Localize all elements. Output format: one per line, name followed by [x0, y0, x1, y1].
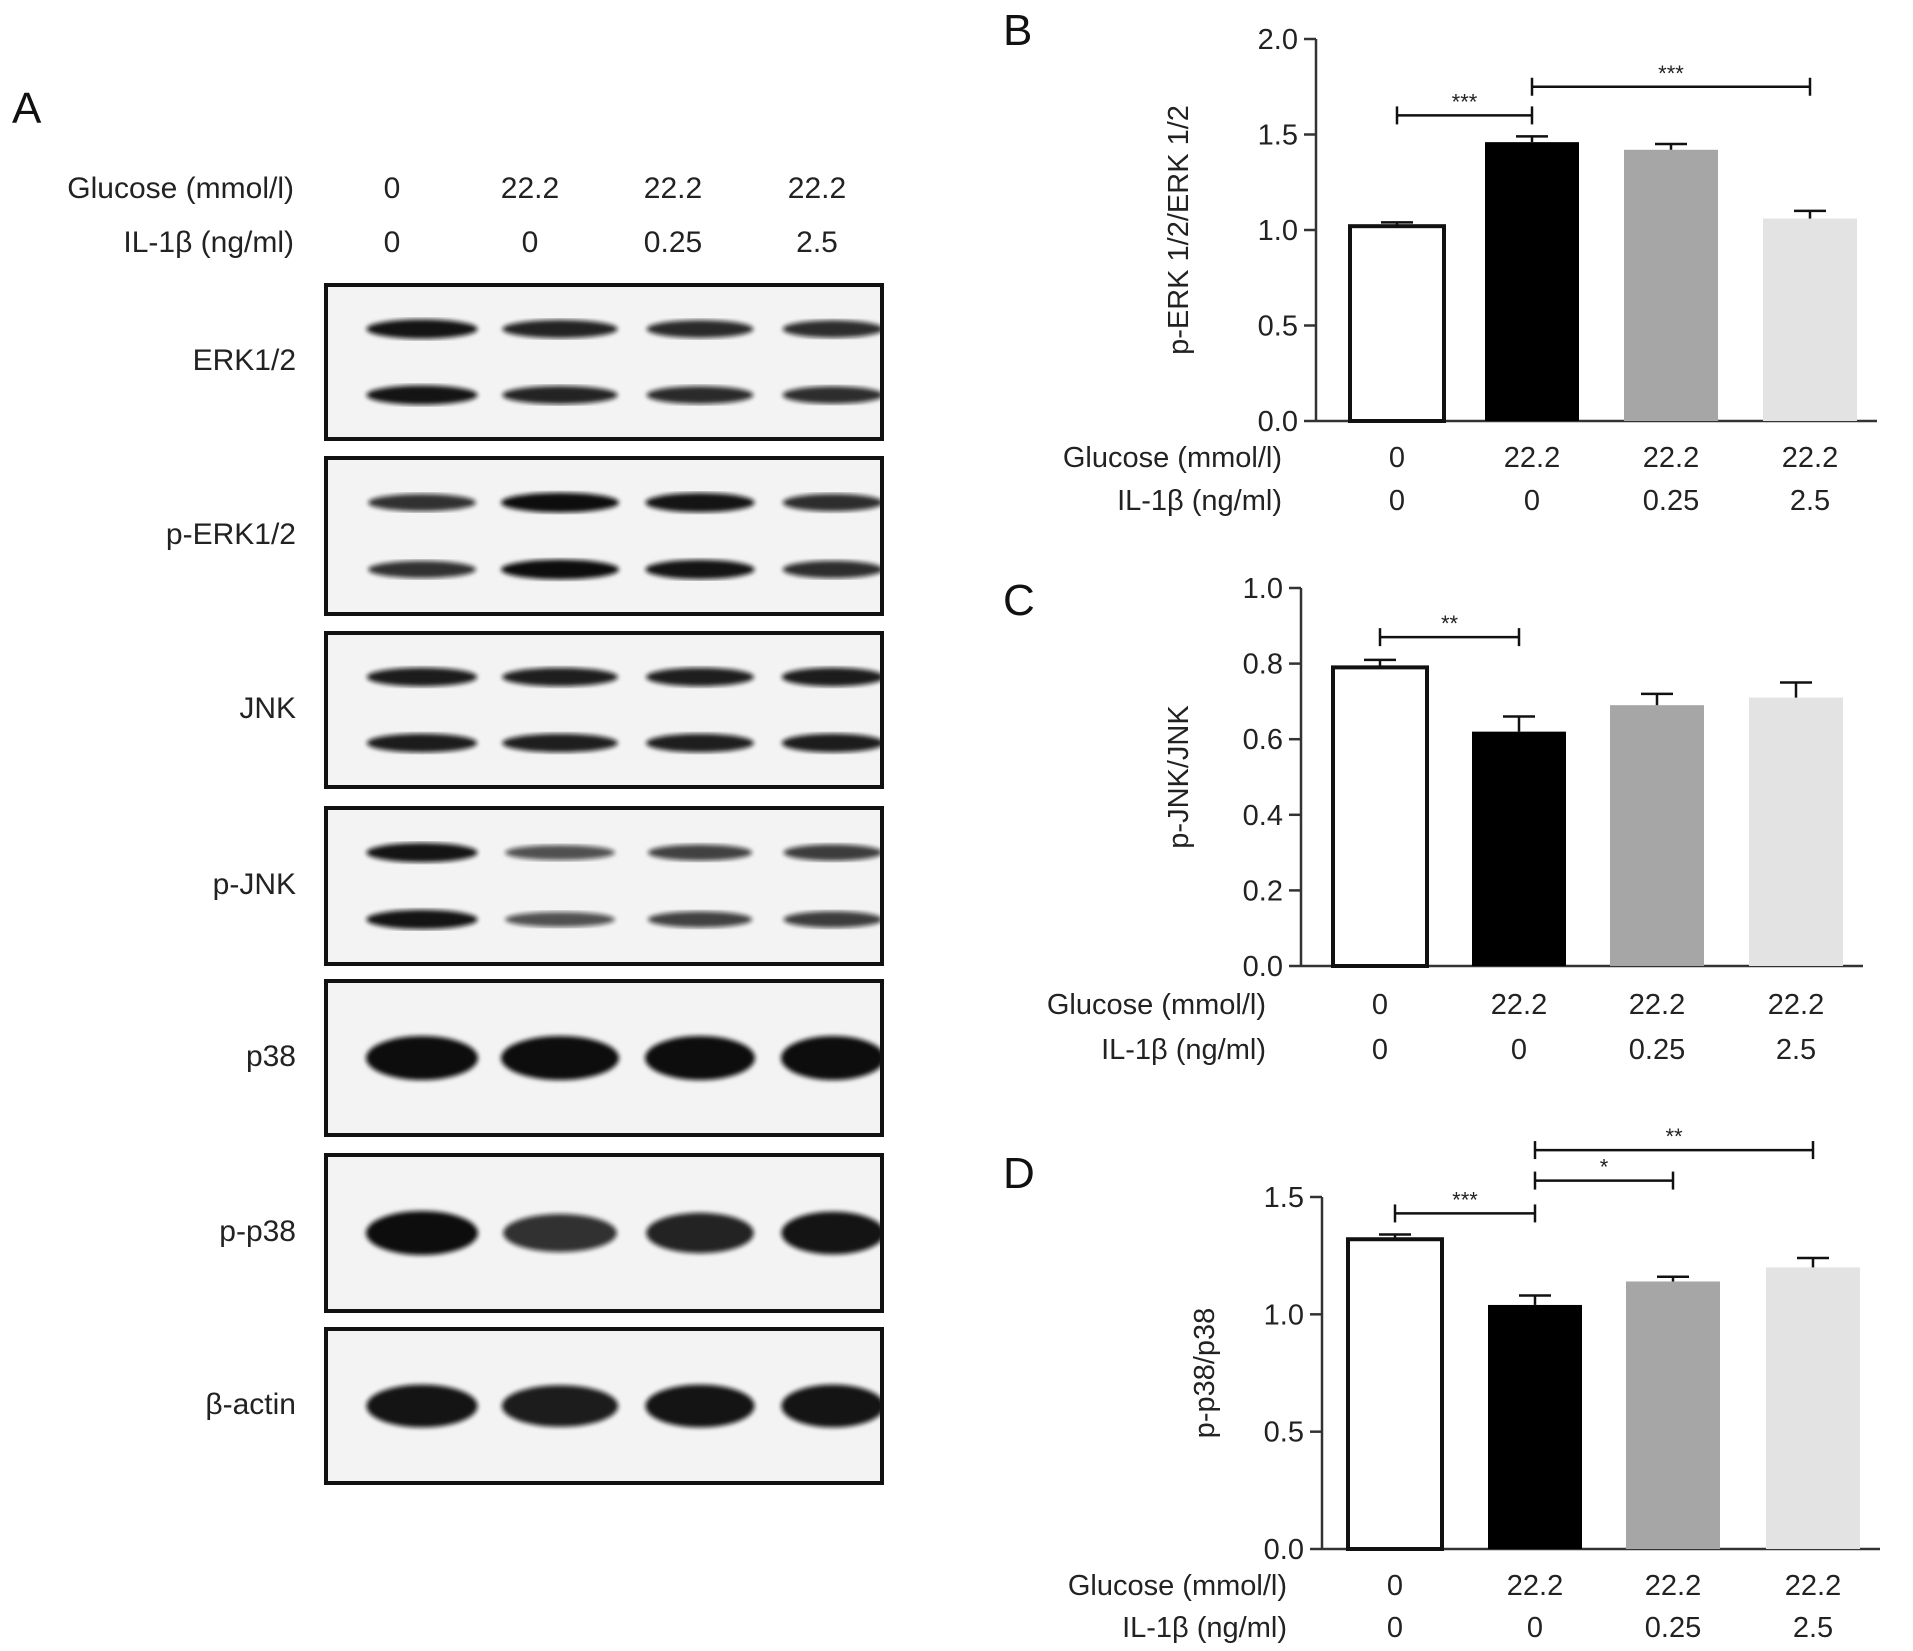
- blot-band: [503, 1214, 617, 1252]
- blot-band: [501, 492, 619, 513]
- blot-label: p-p38: [219, 1215, 296, 1248]
- blot-band: [366, 909, 478, 930]
- blot-band: [502, 733, 618, 753]
- blot-band: [366, 1211, 478, 1255]
- blot-label: p-ERK1/2: [165, 518, 296, 551]
- x-tick-label-il1b: 0.25: [1643, 485, 1699, 517]
- y-tick-label: 0.0: [1258, 406, 1298, 438]
- blot-jnk: [324, 631, 884, 789]
- blot-band: [783, 911, 880, 928]
- panel-a-il1b-value: 0: [521, 226, 539, 259]
- blot-erk1-2: [324, 283, 884, 441]
- blot-band: [366, 1036, 478, 1080]
- blot-band: [502, 667, 618, 687]
- bar: [1763, 218, 1857, 421]
- blot-band: [504, 911, 616, 927]
- x-row-label-il1b: IL-1β (ng/ml): [1117, 485, 1282, 517]
- x-row-label-glucose: Glucose (mmol/l): [1063, 442, 1282, 474]
- x-tick-label-il1b: 0: [1389, 485, 1405, 517]
- blot-band: [645, 1036, 755, 1080]
- bar: [1485, 142, 1579, 421]
- blot-band: [504, 845, 616, 861]
- blot-band: [368, 560, 476, 578]
- panel-letter: B: [1003, 6, 1032, 55]
- blot-band: [646, 1212, 754, 1254]
- blot-band: [781, 1384, 880, 1428]
- blot-band: [646, 386, 754, 404]
- blot-label: JNK: [239, 692, 296, 725]
- panel-a-glucose-value: 22.2: [500, 172, 560, 205]
- blot-band: [645, 559, 755, 580]
- significance-label: ***: [1452, 89, 1478, 114]
- y-tick-label: 1.0: [1258, 215, 1298, 247]
- x-tick-label-glucose: 0: [1389, 442, 1405, 474]
- panel-a-il1b-row: IL-1β (ng/ml) 0 0 0.25 2.5: [0, 226, 900, 266]
- blot-band: [782, 560, 880, 579]
- y-axis-label: p-ERK 1/2/ERK 1/2: [1163, 105, 1195, 355]
- panel-a-glucose-value: 0: [383, 172, 401, 205]
- blot-band: [645, 492, 755, 513]
- panel-a-glucose-value: 22.2: [643, 172, 703, 205]
- blot-band: [647, 911, 753, 928]
- blot-band: [366, 1384, 478, 1428]
- blot-band: [647, 844, 753, 861]
- blot-band: [368, 494, 476, 512]
- blot-band: [782, 320, 880, 338]
- panel-a-glucose-value: 22.2: [787, 172, 847, 205]
- x-tick-label-il1b: 0: [1524, 485, 1540, 517]
- blot-band: [366, 385, 478, 405]
- blot-label: ERK1/2: [192, 344, 296, 377]
- x-tick-label-il1b: 2.5: [1790, 485, 1830, 517]
- y-tick-label: 0.5: [1258, 311, 1298, 343]
- blot-label: β-actin: [205, 1388, 296, 1421]
- blot-band: [782, 386, 880, 404]
- x-tick-label-glucose: 22.2: [1643, 442, 1699, 474]
- blot-band: [781, 733, 880, 753]
- panel-a-il1b-value: 0.25: [643, 226, 703, 259]
- blot-label: p-JNK: [212, 868, 296, 901]
- blot-band: [366, 667, 478, 687]
- blot-band: [645, 667, 755, 687]
- blot-band: [501, 1385, 619, 1427]
- x-tick-label-glucose: 22.2: [1504, 442, 1560, 474]
- blot-band: [502, 385, 618, 405]
- blot-band: [646, 320, 754, 338]
- blot-band: [645, 1384, 755, 1428]
- panel-a-il1b-value: 2.5: [796, 226, 838, 259]
- blot-band: [502, 319, 618, 339]
- blot-band: [781, 1211, 880, 1255]
- panel-a-glucose-row: Glucose (mmol/l) 0 22.2 22.2 22.2: [0, 172, 900, 212]
- blot-band: [781, 667, 880, 687]
- blot-p38: [324, 979, 884, 1137]
- blot-band: [366, 733, 478, 753]
- blot-band: [366, 319, 478, 339]
- blot-band: [783, 844, 880, 861]
- y-tick-label: 2.0: [1258, 24, 1298, 56]
- x-tick-label-glucose: 22.2: [1782, 442, 1838, 474]
- bar: [1624, 149, 1718, 421]
- blot-label: p38: [245, 1040, 296, 1073]
- blot-band: [645, 733, 755, 753]
- panel-a-letter: A: [12, 84, 42, 133]
- bar: [1348, 224, 1446, 423]
- blot-band: [501, 559, 619, 580]
- blot-p-erk1-2: [324, 456, 884, 616]
- significance-label: ***: [1658, 61, 1684, 86]
- panel-a-il1b-label: IL-1β (ng/ml): [123, 226, 294, 259]
- blot-band: [781, 1036, 880, 1080]
- panel-a-glucose-label: Glucose (mmol/l): [67, 172, 294, 205]
- blot-band: [366, 842, 478, 863]
- blot--actin: [324, 1327, 884, 1485]
- y-tick-label: 1.5: [1258, 120, 1298, 152]
- blot-p-jnk: [324, 806, 884, 966]
- panel-a-il1b-value: 0: [383, 226, 401, 259]
- blot-band: [501, 1036, 619, 1080]
- blot-band: [782, 493, 880, 512]
- blot-p-p38: [324, 1153, 884, 1313]
